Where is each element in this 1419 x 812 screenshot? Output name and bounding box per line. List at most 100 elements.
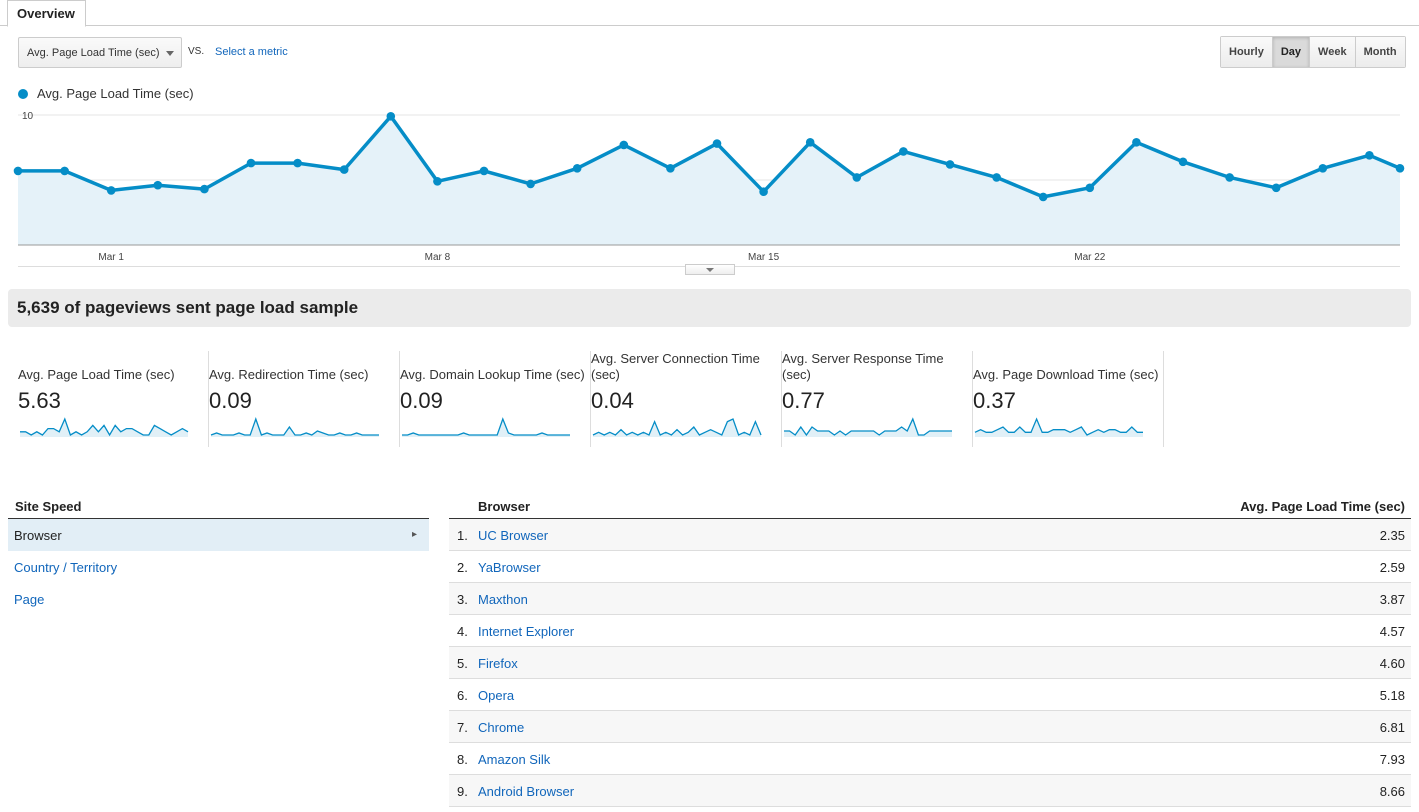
month-button[interactable]: Month <box>1355 37 1405 67</box>
sparkline-line <box>402 417 570 436</box>
select-metric-link[interactable]: Select a metric <box>215 46 288 58</box>
row-rank: 2. <box>457 560 468 575</box>
row-rank: 7. <box>457 720 468 735</box>
sparkline <box>402 417 570 437</box>
table-row: 5. Firefox 4.60 <box>449 647 1411 679</box>
data-point <box>153 180 163 190</box>
data-point <box>666 164 675 173</box>
sparkline-area <box>975 419 1143 437</box>
data-point <box>13 166 23 176</box>
data-point <box>899 147 908 156</box>
scorecard[interactable]: Avg. Page Load Time (sec) 5.63 <box>18 351 209 447</box>
granularity-toggle: Hourly Day Week Month <box>1220 36 1406 68</box>
data-point <box>1038 192 1048 202</box>
row-browser-link[interactable]: Chrome <box>478 720 525 735</box>
legend-dot <box>18 88 28 99</box>
scorecard[interactable]: Avg. Redirection Time (sec) 0.09 <box>209 351 400 447</box>
sparkline-line <box>20 417 189 437</box>
sparkline-area <box>593 419 761 437</box>
hourly-button[interactable]: Hourly <box>1221 37 1273 67</box>
day-button[interactable]: Day <box>1272 37 1311 67</box>
data-point <box>526 179 535 189</box>
data-point <box>1085 183 1095 193</box>
scorecard-value: 5.63 <box>18 388 61 413</box>
data-point <box>619 140 629 150</box>
site-speed-item-label: Country / Territory <box>14 560 118 575</box>
row-browser-link[interactable]: Maxthon <box>478 592 528 607</box>
sparkline <box>974 417 1143 437</box>
column-header-browser[interactable]: Browser <box>478 499 531 514</box>
row-rank: 9. <box>457 784 468 799</box>
sparkline <box>592 418 762 437</box>
table-row: 6. Opera 5.18 <box>449 679 1411 711</box>
sparkline <box>784 417 952 437</box>
scorecard[interactable]: Avg. Server Response Time (sec) 0.77 <box>782 351 973 447</box>
table-row: 4. Internet Explorer 4.57 <box>449 615 1411 647</box>
row-value: 5.18 <box>1379 688 1405 703</box>
x-tick-label: Mar 1 <box>98 252 124 263</box>
sparkline-line <box>974 417 1143 436</box>
scorecard-label: Avg. Server Connection Time (sec) <box>591 351 760 382</box>
scorecard-value: 0.09 <box>209 388 252 413</box>
tab-overview[interactable]: Overview <box>7 0 86 27</box>
scorecard-value: 0.37 <box>973 388 1016 413</box>
data-point <box>479 166 489 176</box>
data-point <box>1132 138 1141 147</box>
vs-label: VS. <box>188 46 205 57</box>
week-button[interactable]: Week <box>1310 37 1356 67</box>
data-point <box>1365 151 1374 160</box>
scorecard[interactable]: Avg. Page Download Time (sec) 0.37 <box>973 351 1164 447</box>
site-speed-item-browser[interactable]: Browser ▸ <box>8 519 429 551</box>
data-point <box>852 173 862 182</box>
scorecard[interactable]: Avg. Domain Lookup Time (sec) 0.09 <box>400 351 591 447</box>
row-rank: 1. <box>457 528 468 543</box>
row-browser-link[interactable]: Amazon Silk <box>478 752 551 767</box>
table-row: 3. Maxthon 3.87 <box>449 583 1411 615</box>
sparkline-line <box>784 417 952 437</box>
scorecard-value: 0.77 <box>782 388 825 413</box>
column-header-metric[interactable]: Avg. Page Load Time (sec) <box>1240 499 1405 514</box>
chart-collapse-handle[interactable] <box>685 264 735 275</box>
scorecard[interactable]: Avg. Server Connection Time (sec) 0.04 <box>591 351 782 447</box>
y-tick-label: 10 <box>22 111 34 122</box>
row-browser-link[interactable]: Firefox <box>478 656 518 671</box>
chevron-right-icon: ▸ <box>411 529 417 540</box>
table-row: 2. YaBrowser 2.59 <box>449 551 1411 583</box>
row-browser-link[interactable]: Opera <box>478 688 515 703</box>
row-browser-link[interactable]: UC Browser <box>478 528 549 543</box>
row-value: 4.60 <box>1379 656 1405 671</box>
summary-banner: 5,639 of pageviews sent page load sample <box>8 289 1411 327</box>
row-browser-link[interactable]: Internet Explorer <box>478 624 575 639</box>
data-point <box>945 160 955 169</box>
site-speed-item-label: Page <box>14 592 45 607</box>
row-rank: 3. <box>457 592 468 607</box>
tab-bar: Overview <box>0 0 1419 27</box>
data-point <box>992 173 1001 182</box>
table-row: 7. Chrome 6.81 <box>449 711 1411 743</box>
x-tick-label: Mar 8 <box>425 252 451 263</box>
scorecard-label: Avg. Page Download Time (sec) <box>973 367 1159 382</box>
scorecard-value: 0.04 <box>591 388 634 413</box>
site-speed-item-page[interactable]: Page <box>8 583 429 615</box>
data-point <box>339 165 349 174</box>
data-point <box>1271 183 1281 193</box>
metric-select[interactable]: Avg. Page Load Time (sec) <box>18 37 182 68</box>
row-rank: 6. <box>457 688 468 703</box>
sparkline-line <box>210 417 379 436</box>
row-value: 7.93 <box>1379 752 1405 767</box>
data-point <box>386 112 396 121</box>
x-tick-label: Mar 22 <box>1074 252 1106 263</box>
row-browser-link[interactable]: YaBrowser <box>478 560 541 575</box>
area-fill <box>18 116 1400 245</box>
legend-label: Avg. Page Load Time (sec) <box>37 86 194 101</box>
row-browser-link[interactable]: Android Browser <box>478 784 575 799</box>
data-point <box>60 166 69 176</box>
sparkline <box>210 417 379 437</box>
row-rank: 4. <box>457 624 468 639</box>
x-tick-label: Mar 15 <box>748 252 780 263</box>
row-value: 8.66 <box>1379 784 1405 799</box>
scorecard-label: Avg. Server Response Time (sec) <box>782 351 944 382</box>
data-point <box>759 187 768 196</box>
site-speed-item-country[interactable]: Country / Territory <box>8 551 429 583</box>
sparkline-area <box>211 419 379 437</box>
